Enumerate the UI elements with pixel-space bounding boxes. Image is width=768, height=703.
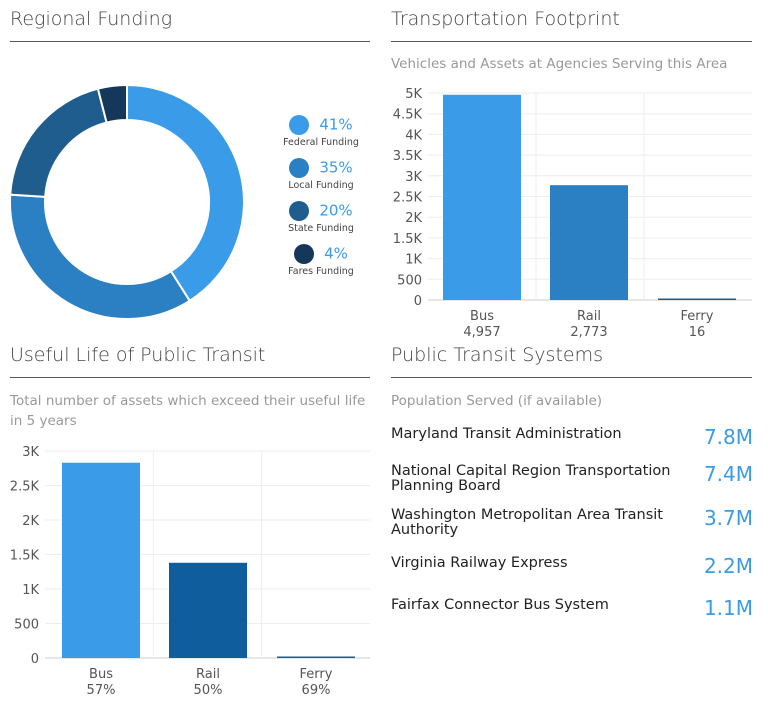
useful-life-title: Useful Life of Public Transit [10, 344, 266, 366]
x-category-label: Bus [89, 667, 113, 682]
system-name: Fairfax Connector Bus System [391, 597, 609, 613]
y-tick-label: 3K [405, 170, 422, 185]
legend-label: Federal Funding [283, 136, 359, 148]
y-tick-label: 500 [397, 273, 422, 288]
y-tick-label: 2K [405, 211, 422, 226]
divider [10, 377, 370, 378]
y-tick-label: 2.5K [10, 480, 40, 495]
regional-funding-title: Regional Funding [10, 8, 173, 30]
y-tick-label: 3.5K [393, 149, 423, 164]
legend-item: 35% Local Funding [276, 157, 366, 191]
y-tick-label: 0 [414, 294, 422, 309]
system-name: National Capital Region Transportation P… [391, 463, 671, 494]
system-name: Maryland Transit Administration [391, 426, 622, 442]
x-category-label: Rail [577, 309, 601, 324]
bar-value-label: 50% [194, 683, 223, 698]
transportation-footprint-title: Transportation Footprint [391, 8, 620, 30]
legend-label: Local Funding [288, 179, 354, 191]
system-population: 2.2M [703, 554, 753, 578]
divider [391, 41, 752, 42]
y-tick-label: 4K [405, 128, 422, 143]
x-category-label: Ferry [300, 667, 333, 682]
x-category-label: Bus [470, 309, 494, 324]
legend-swatch-icon [289, 157, 310, 178]
systems-subtitle: Population Served (if available) [391, 393, 603, 409]
y-tick-label: 2.5K [393, 191, 423, 206]
bar-value-label: 2,773 [570, 325, 607, 340]
y-tick-label: 1.5K [10, 549, 40, 564]
public-transit-systems-title: Public Transit Systems [391, 344, 603, 366]
legend-percent: 41% [319, 115, 353, 134]
legend-item: 4% Fares Funding [276, 243, 366, 277]
bar [443, 94, 521, 300]
divider [10, 41, 370, 42]
legend-percent: 35% [319, 158, 353, 177]
donut-slice [96, 83, 128, 124]
donut-slice [9, 193, 192, 320]
legend-percent: 20% [319, 201, 353, 220]
bar-value-label: 4,957 [463, 325, 500, 340]
legend-label: Fares Funding [288, 265, 354, 277]
system-name: Virginia Railway Express [391, 555, 568, 571]
legend-swatch-icon [289, 200, 310, 221]
y-tick-label: 500 [14, 618, 39, 633]
y-tick-label: 0 [31, 652, 39, 667]
legend-label: State Funding [288, 222, 354, 234]
y-tick-label: 1K [22, 583, 39, 598]
y-tick-label: 1.5K [393, 232, 423, 247]
bar [277, 656, 355, 658]
bar [550, 185, 628, 300]
donut-slice [9, 87, 108, 198]
x-category-label: Rail [196, 667, 220, 682]
y-tick-label: 5K [405, 87, 422, 102]
divider [391, 377, 752, 378]
legend-percent: 4% [324, 244, 348, 263]
system-population: 7.4M [703, 462, 753, 486]
donut-slice [126, 83, 245, 303]
y-tick-label: 4.5K [393, 108, 423, 123]
y-tick-label: 2K [22, 514, 39, 529]
bar-value-label: 69% [302, 683, 331, 698]
bar-value-label: 16 [689, 325, 706, 340]
legend-item: 20% State Funding [276, 200, 366, 234]
useful-life-subtitle: Total number of assets which exceed thei… [10, 393, 366, 429]
bar-value-label: 57% [87, 683, 116, 698]
bar [169, 562, 247, 658]
legend-item: 41% Federal Funding [276, 114, 366, 148]
x-category-label: Ferry [681, 309, 714, 324]
system-population: 3.7M [703, 506, 753, 530]
system-population: 1.1M [703, 596, 753, 620]
system-population: 7.8M [703, 425, 753, 449]
legend-swatch-icon [294, 243, 315, 264]
y-tick-label: 1K [405, 253, 422, 268]
bar [62, 462, 140, 658]
legend-swatch-icon [289, 114, 310, 135]
y-tick-label: 3K [22, 445, 39, 460]
bar [658, 298, 736, 300]
footprint-subtitle: Vehicles and Assets at Agencies Serving … [391, 56, 728, 72]
system-name: Washington Metropolitan Area Transit Aut… [391, 507, 663, 538]
